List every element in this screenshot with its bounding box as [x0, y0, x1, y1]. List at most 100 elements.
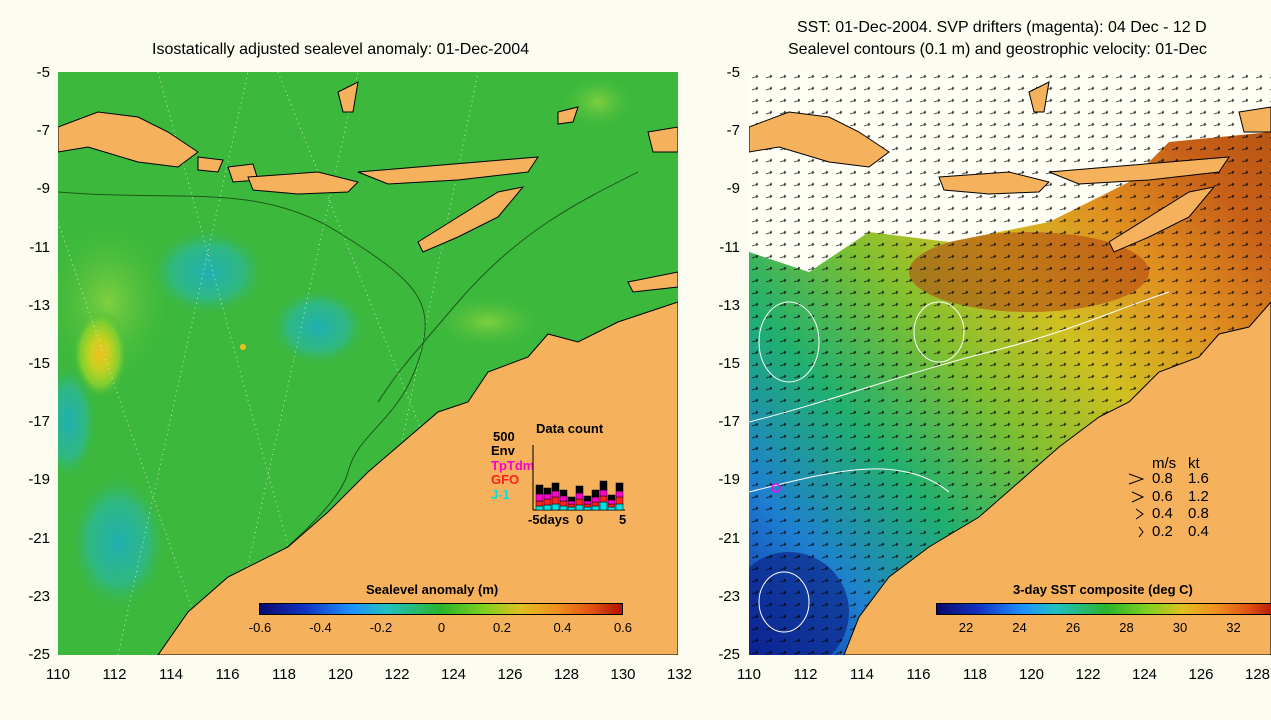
- x-tick-label: 126: [1188, 666, 1214, 683]
- histogram-bar: [615, 482, 624, 492]
- velocity-legend-kt: 1.2: [1188, 487, 1209, 505]
- histogram-bar: [575, 485, 584, 494]
- x-tick-label: 120: [327, 666, 354, 683]
- x-tick-label: 122: [1075, 666, 1101, 683]
- histogram-bar: [583, 503, 592, 508]
- histogram-bar: [607, 499, 616, 505]
- y-tick-label: -17: [28, 413, 50, 431]
- drifter-track: [771, 483, 781, 493]
- histogram-bar: [567, 500, 576, 505]
- java-island: [58, 111, 199, 168]
- histogram-bar: [599, 495, 608, 503]
- y-tick-label: -7: [36, 122, 50, 140]
- x-tick-label: 120: [1018, 666, 1045, 683]
- colorbar-tick-label: 0.6: [613, 620, 633, 635]
- histogram-bar: [567, 503, 576, 508]
- histogram-bar: [615, 496, 624, 505]
- y-tick-label: -9: [726, 180, 740, 198]
- flores-island: [357, 156, 539, 185]
- x-tick-label: 112: [793, 666, 818, 683]
- tiwi-island: [627, 271, 678, 293]
- histogram-bar: [591, 489, 600, 498]
- x-tick-label: 122: [384, 666, 410, 683]
- y-tick-label: -15: [718, 355, 740, 372]
- sulawesi-island: [337, 81, 359, 113]
- sealevel-contours: [749, 291, 1170, 633]
- x-tick-label: 128: [553, 666, 580, 683]
- histogram-bar: [591, 505, 600, 511]
- australia-landmass: [843, 301, 1271, 655]
- satellite-tracks: [58, 72, 479, 655]
- flores-island: [1048, 156, 1230, 185]
- colorbar-tick-label: 0.4: [553, 620, 572, 635]
- data-count-series-label: TpTdm: [491, 457, 535, 473]
- x-tick-label: 126: [497, 666, 523, 683]
- depth-contour: [58, 191, 426, 655]
- colorbar-tick-label: 22: [958, 620, 974, 635]
- histogram-bar: [535, 505, 544, 511]
- histogram-bar: [607, 506, 616, 511]
- data-count-title: Data count: [536, 421, 604, 436]
- sumbawa-island: [247, 171, 359, 195]
- velocity-legend-header-ms: m/s: [1152, 455, 1177, 472]
- histogram-bar: [567, 496, 576, 502]
- colorbar-tick-label: 0: [437, 620, 446, 635]
- y-tick-label: -11: [29, 238, 50, 256]
- x-tick-label: 130: [610, 666, 636, 683]
- y-tick-label: -11: [719, 238, 740, 256]
- y-tick-label: -13: [28, 296, 50, 314]
- data-count-xlabel-end: 5: [619, 512, 627, 527]
- histogram-bar: [551, 503, 560, 511]
- velocity-legend-ms: 0.4: [1152, 505, 1173, 522]
- velocity-legend-ms: 0.8: [1152, 470, 1173, 487]
- x-tick-label: 114: [850, 666, 874, 683]
- y-tick-label: -21: [718, 529, 740, 547]
- anomaly-lime-region: [428, 292, 548, 352]
- velocity-legend-ms: 0.2: [1152, 522, 1173, 540]
- y-tick-label: -23: [28, 587, 50, 605]
- data-count-scale: 500: [493, 429, 515, 444]
- histogram-bar: [575, 504, 584, 511]
- histogram-bar: [599, 501, 608, 511]
- histogram-bar: [551, 496, 560, 505]
- left-map: [58, 72, 678, 655]
- timor-island: [417, 186, 525, 253]
- left-colorbar: [259, 603, 623, 615]
- y-tick-label: -5: [726, 64, 740, 81]
- data-count-xlabel-zero: 0: [576, 512, 584, 527]
- colorbar-tick-label: -0.4: [309, 620, 332, 635]
- histogram-bar: [583, 500, 592, 505]
- data-count-xlabel-start: -5days: [528, 512, 570, 527]
- tanimbar-island: [647, 126, 678, 153]
- histogram-bar: [607, 494, 616, 501]
- x-tick-label: 124: [440, 666, 467, 683]
- histogram-bar: [559, 505, 568, 511]
- y-tick-label: -17: [718, 413, 740, 431]
- y-tick-label: -19: [28, 471, 50, 489]
- histogram-bar: [615, 503, 624, 511]
- histogram-bar: [583, 495, 592, 502]
- right-map: [749, 72, 1271, 655]
- velocity-legend-kt: 1.6: [1188, 470, 1209, 487]
- sulawesi-island: [1028, 81, 1050, 113]
- histogram-bar: [543, 493, 552, 500]
- wetar-island: [557, 106, 579, 125]
- histogram-bar: [567, 506, 576, 511]
- histogram-bar: [543, 498, 552, 506]
- x-tick-label: 114: [159, 666, 183, 683]
- colorbar-tick-label: -0.6: [248, 620, 272, 635]
- histogram-bar: [551, 490, 560, 498]
- histogram-bar: [615, 490, 624, 498]
- x-tick-label: 112: [102, 666, 127, 683]
- x-tick-label: 118: [272, 666, 296, 683]
- y-tick-label: -7: [726, 122, 740, 140]
- x-tick-label: 110: [46, 666, 70, 683]
- y-tick-label: -9: [36, 180, 50, 198]
- x-tick-label: 110: [737, 666, 761, 683]
- y-tick-label: -5: [36, 64, 50, 81]
- y-tick-label: -23: [718, 587, 740, 605]
- java-island: [749, 111, 890, 168]
- histogram-bar: [575, 498, 584, 506]
- x-tick-label: 124: [1131, 666, 1158, 683]
- x-tick-label: 116: [906, 666, 931, 683]
